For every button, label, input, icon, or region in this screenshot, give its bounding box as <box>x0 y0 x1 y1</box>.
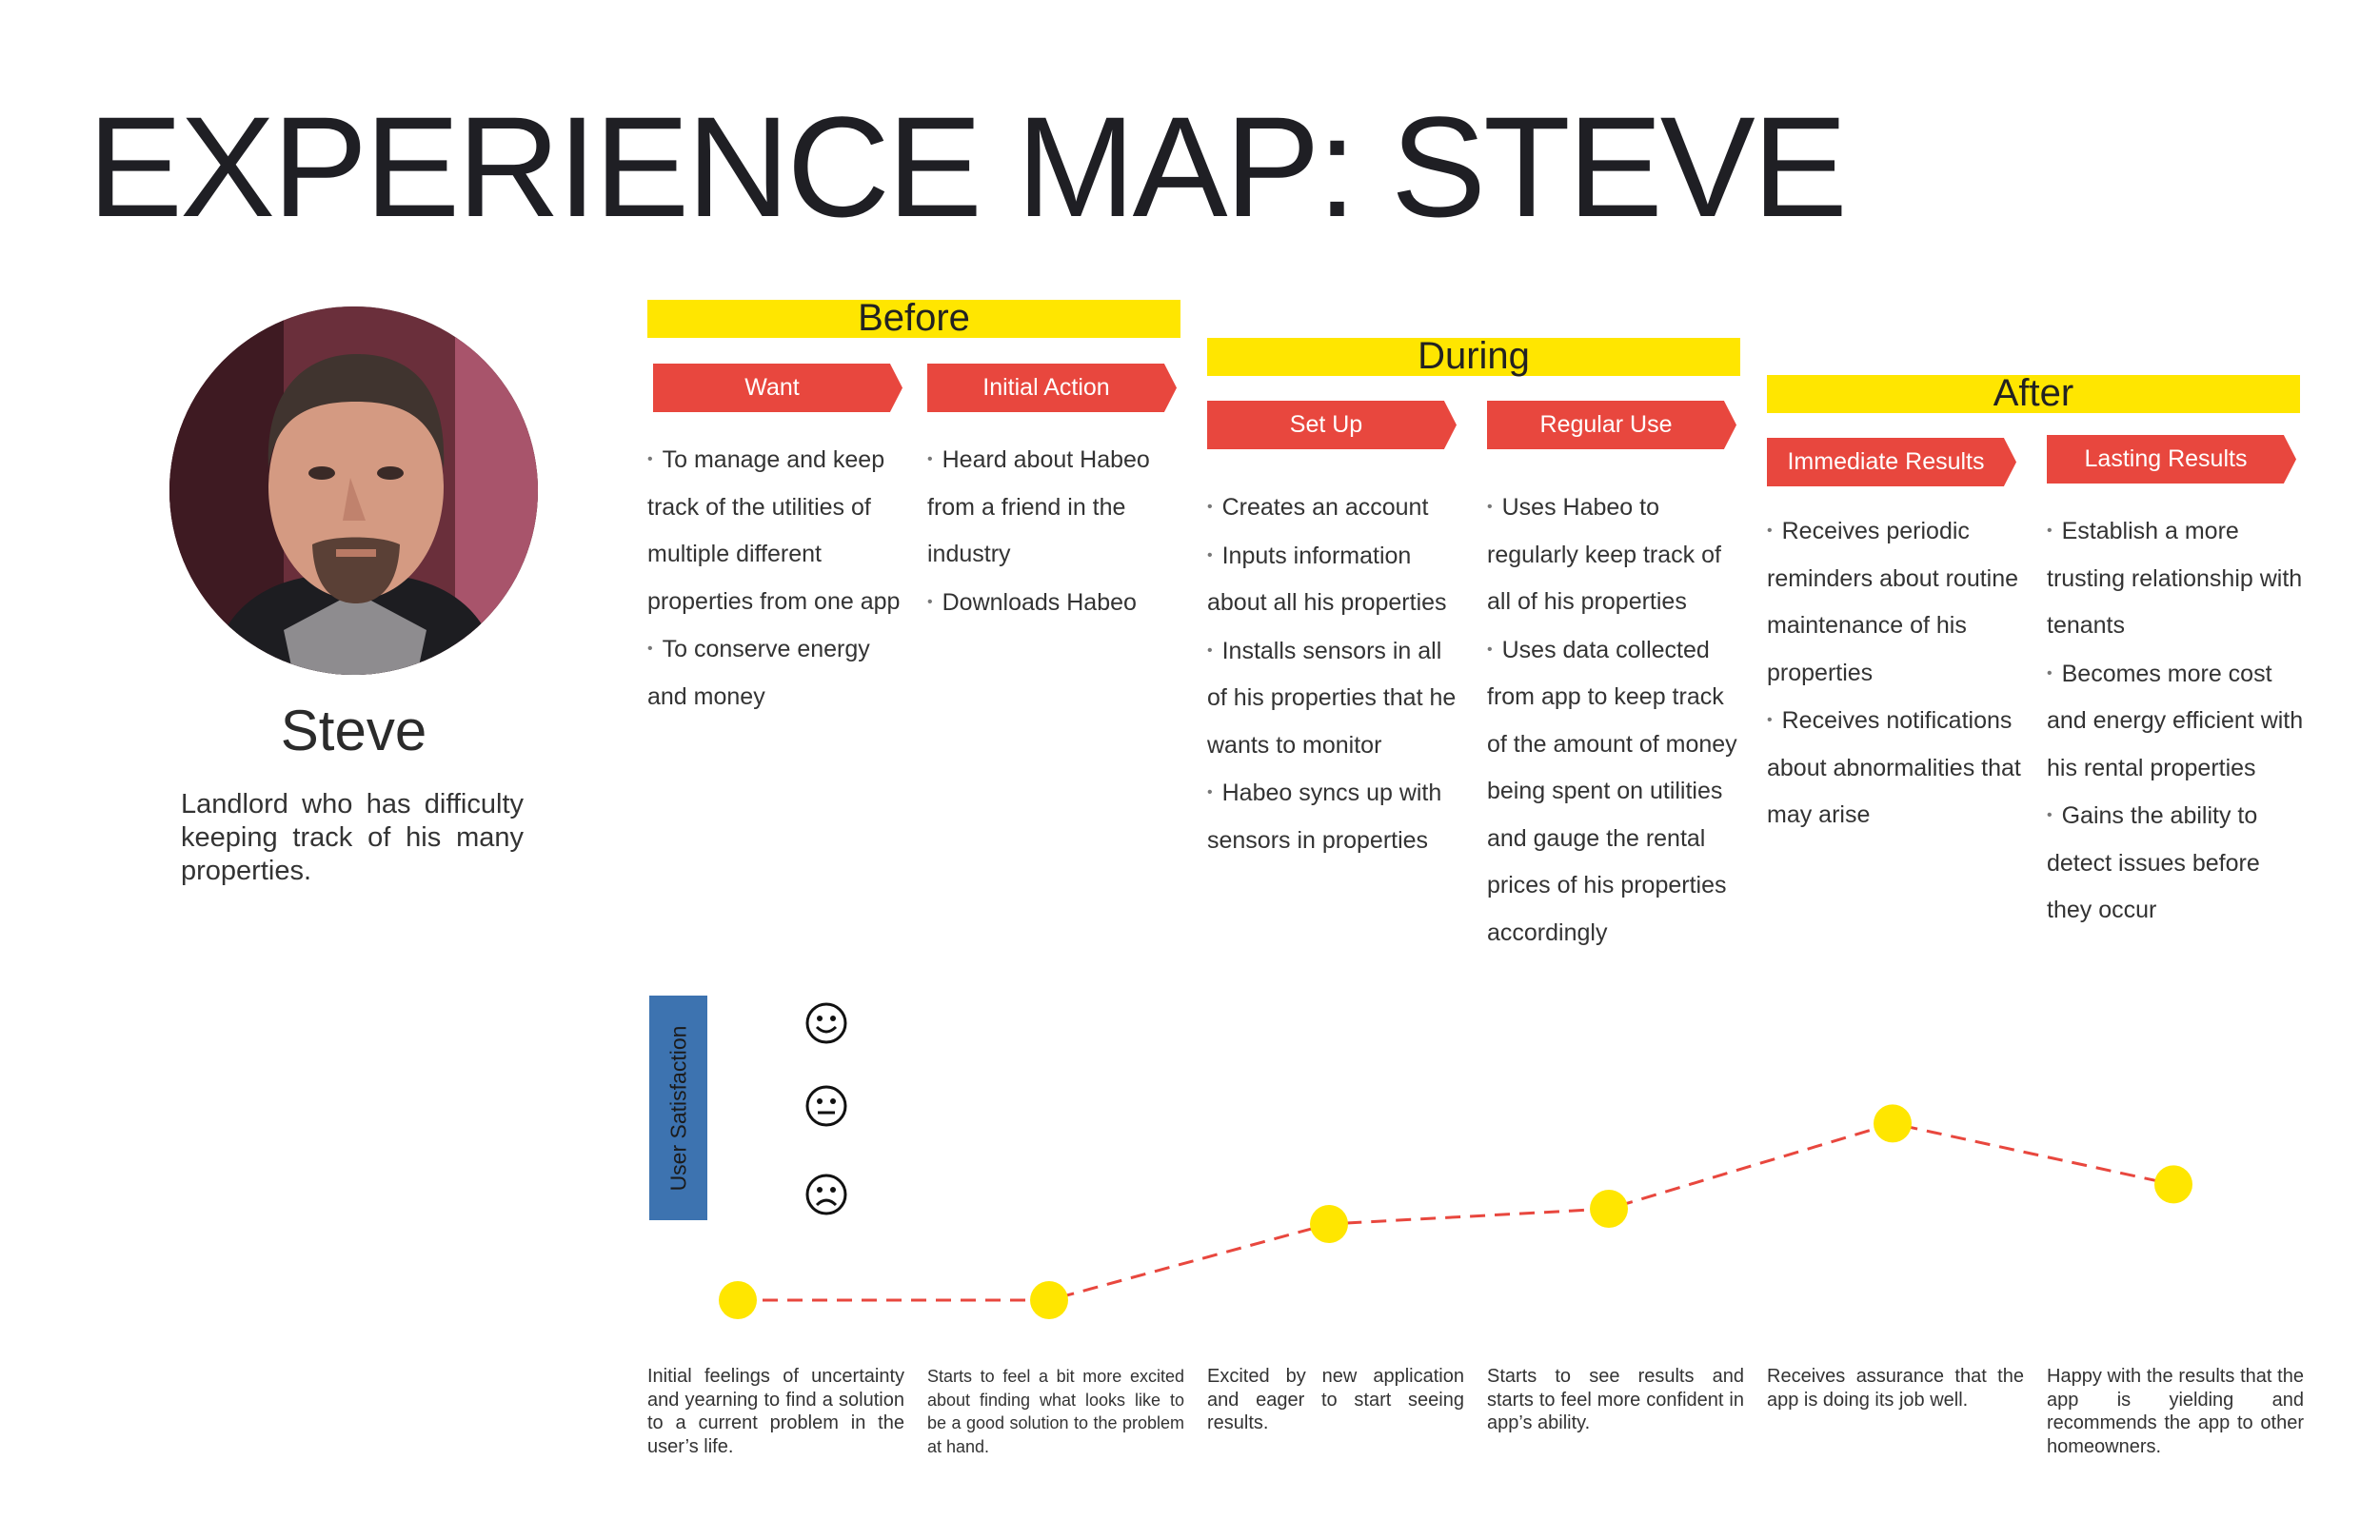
list-item: Gains the ability to detect issues befor… <box>2047 792 2306 935</box>
stage-body-set-up: Creates an account Inputs information ab… <box>1207 484 1466 864</box>
stage-tag-immediate-results: Immediate Results <box>1767 438 2016 486</box>
list-item: Receives notifications about abnormaliti… <box>1767 697 2026 839</box>
happy-face-icon <box>805 1002 847 1044</box>
satisfaction-line <box>738 1121 2174 1302</box>
user-satisfaction-label: User Satisfaction <box>649 996 707 1220</box>
list-item: Receives periodic reminders about routin… <box>1767 507 2026 697</box>
list-item: Heard about Habeo from a friend in the i… <box>927 436 1186 579</box>
satisfaction-point <box>1030 1281 1068 1319</box>
list-item: Becomes more cost and energy efficient w… <box>2047 650 2306 793</box>
caption-want: Initial feelings of uncertainty and year… <box>647 1366 904 1457</box>
persona-name: Steve <box>280 699 427 762</box>
caption-initial-action: Starts to feel a bit more excited about … <box>927 1367 1184 1456</box>
list-item: Inputs information about all his propert… <box>1207 532 1466 627</box>
list-item: Habeo syncs up with sensors in propertie… <box>1207 769 1466 864</box>
satisfaction-point <box>1590 1190 1628 1228</box>
list-item: Downloads Habeo <box>927 579 1186 627</box>
persona-description: Landlord who has difficulty keeping trac… <box>181 789 524 886</box>
list-item: Uses Habeo to regularly keep track of al… <box>1487 484 1746 626</box>
caption-set-up: Excited by new application and eager to … <box>1207 1366 1464 1433</box>
caption-regular-use: Starts to see results and starts to feel… <box>1487 1366 1744 1433</box>
phase-header-after: After <box>1767 373 2300 413</box>
list-item: To manage and keep track of the utilitie… <box>647 436 906 625</box>
stage-tag-want: Want <box>653 364 902 412</box>
phase-header-before: Before <box>647 298 1180 338</box>
page-title: EXPERIENCE MAP: STEVE <box>88 87 1848 247</box>
satisfaction-point <box>1874 1104 1912 1143</box>
phase-header-during: During <box>1207 336 1740 376</box>
satisfaction-point <box>1310 1205 1348 1243</box>
caption-lasting-results: Happy with the results that the app is y… <box>2047 1366 2304 1457</box>
stage-tag-regular-use: Regular Use <box>1487 401 1736 449</box>
stage-body-initial-action: Heard about Habeo from a friend in the i… <box>927 436 1186 626</box>
list-item: Establish a more trusting relationship w… <box>2047 507 2306 650</box>
stage-body-immediate-results: Receives periodic reminders about routin… <box>1767 507 2026 839</box>
list-item: Uses data collected from app to keep tra… <box>1487 626 1746 958</box>
stage-tag-lasting-results: Lasting Results <box>2047 435 2296 484</box>
stage-tag-set-up: Set Up <box>1207 401 1457 449</box>
stage-tag-initial-action: Initial Action <box>927 364 1177 412</box>
list-item: Installs sensors in all of his propertie… <box>1207 627 1466 770</box>
satisfaction-point <box>719 1281 757 1319</box>
caption-immediate-results: Receives assurance that the app is doing… <box>1767 1366 2024 1411</box>
stage-body-regular-use: Uses Habeo to regularly keep track of al… <box>1487 484 1746 957</box>
stage-body-want: To manage and keep track of the utilitie… <box>647 436 906 721</box>
neutral-face-icon <box>805 1085 847 1127</box>
sad-face-icon <box>805 1174 847 1215</box>
stage-body-lasting-results: Establish a more trusting relationship w… <box>2047 507 2306 935</box>
list-item: Creates an account <box>1207 484 1466 532</box>
list-item: To conserve energy and money <box>647 625 906 721</box>
satisfaction-point <box>2154 1165 2192 1204</box>
